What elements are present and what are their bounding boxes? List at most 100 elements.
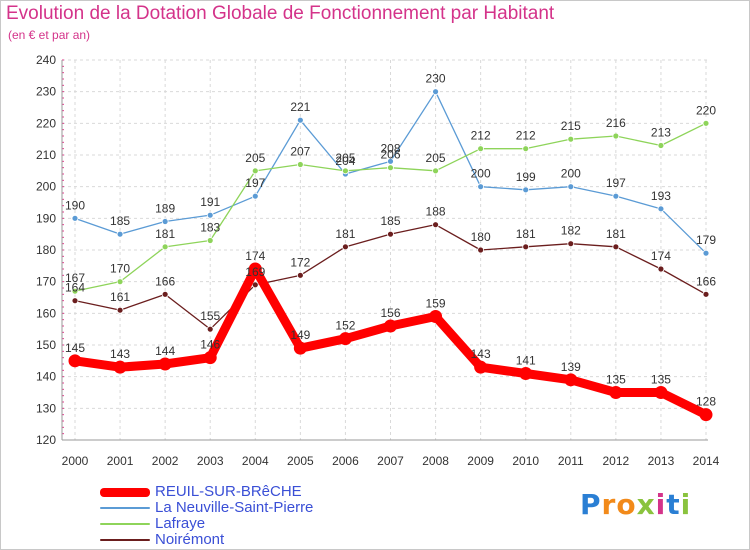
legend-swatch [100, 523, 150, 525]
proxiti-logo: Proxiti [580, 488, 692, 521]
data-point [702, 290, 710, 298]
data-point [702, 249, 710, 257]
legend-item: Lafraye [100, 516, 420, 532]
data-label: 183 [200, 221, 220, 235]
data-label: 155 [200, 309, 220, 323]
data-point [387, 230, 394, 238]
data-point [567, 135, 575, 143]
data-point [567, 183, 575, 191]
data-label: 197 [245, 176, 265, 190]
data-label: 167 [65, 271, 85, 285]
data-point [654, 386, 668, 399]
legend-label: Lafraye [155, 515, 206, 532]
data-point [251, 281, 259, 289]
data-label: 216 [606, 116, 626, 130]
y-tick-label: 200 [36, 180, 56, 194]
data-point [68, 354, 82, 368]
data-label: 141 [516, 354, 536, 368]
data-point [657, 142, 665, 149]
data-label: 149 [290, 328, 310, 342]
data-point [519, 367, 533, 380]
data-point [522, 145, 530, 153]
data-point [158, 357, 172, 371]
y-tick-label: 240 [36, 53, 56, 67]
data-label: 174 [651, 249, 671, 263]
data-label: 170 [110, 262, 130, 276]
data-label: 205 [426, 151, 446, 165]
data-label: 230 [426, 72, 446, 86]
legend: REUIL-SUR-BRêCHE La Neuville-Saint-Pierr… [100, 484, 420, 548]
data-label: 169 [245, 265, 265, 279]
data-point [612, 192, 620, 200]
x-tick-label: 2006 [332, 454, 359, 468]
data-point [296, 271, 304, 279]
data-point [296, 116, 304, 124]
y-tick-label: 140 [36, 370, 56, 384]
data-label: 135 [651, 373, 671, 387]
x-tick-label: 2007 [377, 454, 404, 468]
legend-item: REUIL-SUR-BRêCHE [100, 484, 420, 500]
data-point [116, 306, 124, 314]
data-label: 185 [110, 214, 130, 228]
legend-label: REUIL-SUR-BRêCHE [155, 483, 302, 500]
data-point [248, 262, 262, 276]
data-point [338, 332, 352, 346]
data-point [384, 319, 397, 333]
data-label: 197 [606, 176, 626, 190]
data-label: 191 [200, 195, 220, 209]
x-tick-label: 2012 [603, 454, 630, 468]
y-tick-label: 130 [36, 401, 56, 415]
data-point [251, 192, 259, 200]
data-point [203, 351, 217, 365]
data-label: 143 [110, 347, 130, 361]
data-label: 172 [290, 255, 310, 269]
x-tick-label: 2002 [152, 454, 179, 468]
data-point [206, 237, 214, 244]
data-label: 181 [335, 227, 355, 241]
data-label: 166 [696, 274, 716, 288]
data-label: 181 [516, 227, 536, 241]
data-label: 182 [561, 224, 581, 238]
data-point [609, 386, 623, 399]
data-label: 215 [561, 119, 581, 133]
data-label: 135 [606, 373, 626, 387]
data-point [296, 161, 304, 168]
chart-subtitle: (en € et par an) [8, 28, 91, 42]
data-label: 179 [696, 233, 716, 247]
data-point [342, 243, 349, 251]
legend-item: Noirémont [100, 532, 420, 548]
data-label: 185 [380, 214, 400, 228]
data-label: 188 [426, 205, 446, 219]
data-label: 190 [65, 198, 85, 212]
data-label: 205 [245, 151, 265, 165]
x-tick-label: 2005 [287, 454, 314, 468]
data-point [71, 287, 79, 295]
data-point [251, 167, 259, 175]
data-label: 128 [696, 395, 716, 409]
data-point [522, 243, 530, 251]
y-tick-label: 220 [36, 116, 56, 130]
x-tick-label: 2000 [62, 454, 89, 468]
y-tick-label: 170 [36, 275, 56, 289]
data-point [477, 145, 485, 153]
data-point [612, 132, 620, 140]
data-label: 200 [561, 167, 581, 181]
data-point [432, 167, 439, 175]
data-point [71, 297, 79, 305]
data-point [161, 218, 169, 225]
data-point [657, 265, 665, 273]
data-label: 208 [380, 141, 400, 155]
x-tick-label: 2010 [512, 454, 539, 468]
y-tick-label: 230 [36, 85, 56, 99]
data-point [702, 119, 710, 127]
data-point [657, 205, 665, 213]
data-point [522, 186, 530, 194]
x-tick-label: 2008 [422, 454, 449, 468]
data-point [612, 243, 620, 251]
data-point [293, 341, 307, 355]
data-point [342, 167, 349, 175]
chart-title: Evolution de la Dotation Globale de Fonc… [6, 3, 555, 24]
legend-label: Noirémont [155, 531, 225, 548]
data-point [161, 243, 169, 251]
